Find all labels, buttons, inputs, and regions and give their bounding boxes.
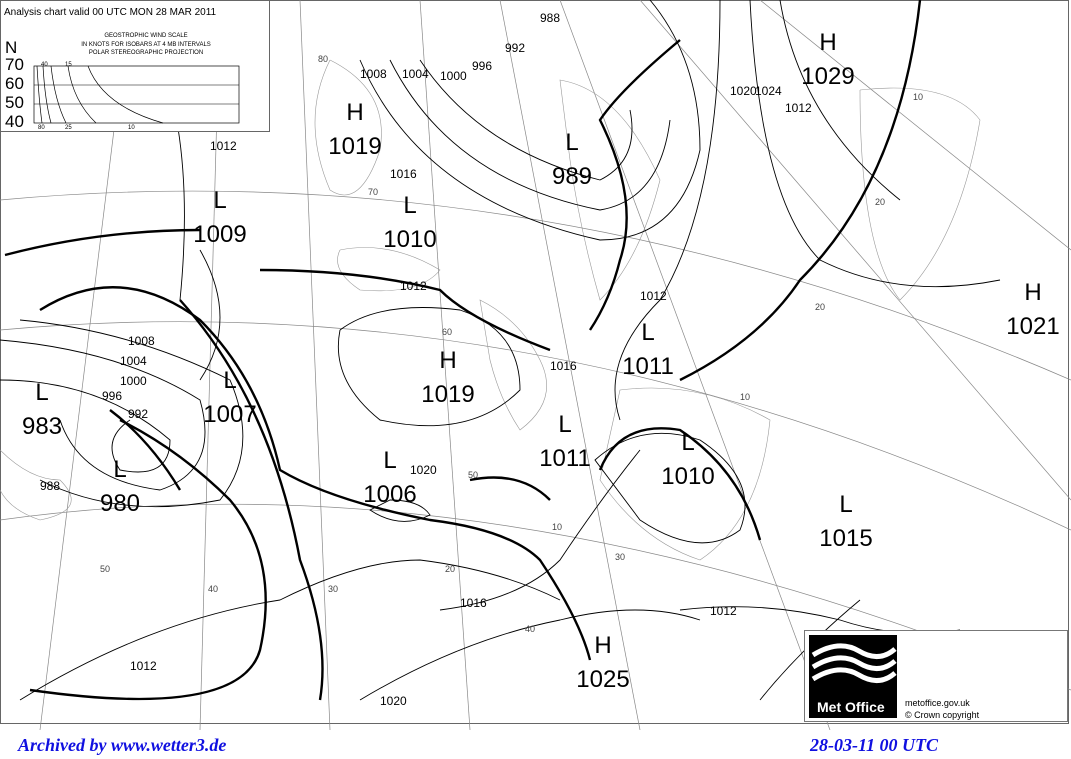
chart-header: Analysis chart valid 00 UTC MON 28 MAR 2… <box>0 0 270 132</box>
pressure-centre-type: L <box>403 192 416 219</box>
isobar-label: 1016 <box>550 359 577 373</box>
grid-label: 20 <box>875 197 885 207</box>
pressure-centre-value: 1011 <box>622 353 674 380</box>
met-office-logo: Met Office <box>809 635 897 718</box>
pressure-centre-type: H <box>594 632 611 659</box>
isobar-label: 988 <box>40 479 60 493</box>
scale-tick: 80 <box>38 125 45 131</box>
isobar-label: 1020 <box>410 463 437 477</box>
pressure-centre-value: 1010 <box>661 463 714 490</box>
isobar-label: 1024 <box>755 84 782 98</box>
grid-label: 40 <box>208 584 218 594</box>
grid-label: 30 <box>328 584 338 594</box>
grid-label: 40 <box>525 624 535 634</box>
pressure-centre-value: 1009 <box>193 221 246 248</box>
isobar-label: 1004 <box>402 67 429 81</box>
scale-tick: 10 <box>128 125 135 131</box>
grid-label: 10 <box>740 392 750 402</box>
valid-time-footer: 28-03-11 00 UTC <box>810 735 938 755</box>
isobar-label: 1020 <box>730 84 757 98</box>
wind-scale-graph: 40 15 80 25 10 <box>33 62 240 131</box>
pressure-centre-value: 1006 <box>363 481 416 508</box>
scale-tick: 40 <box>41 62 48 68</box>
isobar-label: 992 <box>505 41 525 55</box>
weather-fronts <box>4 0 922 701</box>
pressure-centre-type: H <box>819 29 836 56</box>
pressure-centre-value: 1010 <box>383 226 436 253</box>
lat-axis-label: N <box>5 38 18 57</box>
pressure-centre-value: 1019 <box>328 133 381 160</box>
isobar-label: 1000 <box>120 374 147 388</box>
pressure-centre-value: 1011 <box>539 445 591 472</box>
grid-label: 20 <box>445 564 455 574</box>
lat-50: 50 <box>5 93 24 112</box>
projection-label: POLAR STEREOGRAPHIC PROJECTION <box>88 50 204 56</box>
pressure-centre-type: L <box>113 456 126 483</box>
isobar-label: 992 <box>128 407 148 421</box>
pressure-centre-type: L <box>565 129 578 156</box>
grid-label: 30 <box>615 552 625 562</box>
lat-70: 70 <box>5 55 24 74</box>
pressure-centre-value: 1025 <box>576 666 629 693</box>
met-office-logo-box: Met Office metoffice.gov.uk © Crown copy… <box>804 630 1068 722</box>
grid-label: 50 <box>100 564 110 574</box>
scale-subtitle: IN KNOTS FOR ISOBARS AT 4 MB INTERVALS <box>81 42 211 48</box>
logo-url: metoffice.gov.uk <box>905 698 970 708</box>
isobar-label: 996 <box>472 59 492 73</box>
pressure-centre-value: 989 <box>552 163 592 190</box>
grid-label: 70 <box>368 187 378 197</box>
pressure-centre-value: 983 <box>22 413 62 440</box>
grid-label: 20 <box>815 302 825 312</box>
grid-label: 80 <box>318 54 328 64</box>
pressure-centre-value: 1029 <box>801 63 854 90</box>
grid-label: 10 <box>913 92 923 102</box>
pressure-centre-type: L <box>213 187 226 214</box>
pressure-centre-value: 980 <box>100 490 140 517</box>
grid-label: 50 <box>468 470 478 480</box>
lat-40: 40 <box>5 112 24 131</box>
lat-60: 60 <box>5 74 24 93</box>
pressure-centre-type: L <box>383 447 396 474</box>
pressure-centre-value: 1007 <box>203 401 256 428</box>
isobar-label: 1016 <box>390 167 417 181</box>
grid-label: 60 <box>442 327 452 337</box>
isobar-label: 1000 <box>440 69 467 83</box>
isobar-label: 1012 <box>710 604 737 618</box>
scale-tick: 25 <box>65 125 72 131</box>
isobar-label: 996 <box>102 389 122 403</box>
pressure-centre-value: 1015 <box>819 525 872 552</box>
pressure-centre-type: L <box>35 379 48 406</box>
scale-tick: 15 <box>65 62 72 68</box>
isobars <box>0 0 1001 701</box>
pressure-centre-type: L <box>839 491 852 518</box>
isobar-label: 1008 <box>360 67 387 81</box>
grid-label: 10 <box>552 522 562 532</box>
isobar-label: 1016 <box>460 596 487 610</box>
coastlines <box>0 59 981 561</box>
chart-title: Analysis chart valid 00 UTC MON 28 MAR 2… <box>4 7 217 18</box>
isobar-label: 1008 <box>128 334 155 348</box>
pressure-centre-type: L <box>641 319 654 346</box>
logo-brand: Met Office <box>817 699 885 715</box>
isobar-label: 1004 <box>120 354 147 368</box>
pressure-centre-type: H <box>1024 279 1041 306</box>
crown-copyright: © Crown copyright <box>905 710 980 720</box>
pressure-centre-type: H <box>439 347 456 374</box>
isobar-label: 1020 <box>380 694 407 708</box>
scale-title: GEOSTROPHIC WIND SCALE <box>104 33 188 39</box>
pressure-centre-type: H <box>346 99 363 126</box>
isobar-label: 988 <box>540 11 560 25</box>
pressure-centre-type: L <box>681 429 694 456</box>
pressure-centre-value: 1019 <box>421 381 474 408</box>
isobar-label: 1012 <box>640 289 667 303</box>
isobar-label: 1012 <box>210 139 237 153</box>
isobar-label: 1012 <box>400 279 427 293</box>
archive-credit: Archived by www.wetter3.de <box>18 735 227 755</box>
pressure-centre-value: 1021 <box>1006 313 1059 340</box>
pressure-centre-type: L <box>223 367 236 394</box>
isobar-label: 1012 <box>785 101 812 115</box>
isobar-label: 1012 <box>130 659 157 673</box>
pressure-centre-type: L <box>558 411 571 438</box>
